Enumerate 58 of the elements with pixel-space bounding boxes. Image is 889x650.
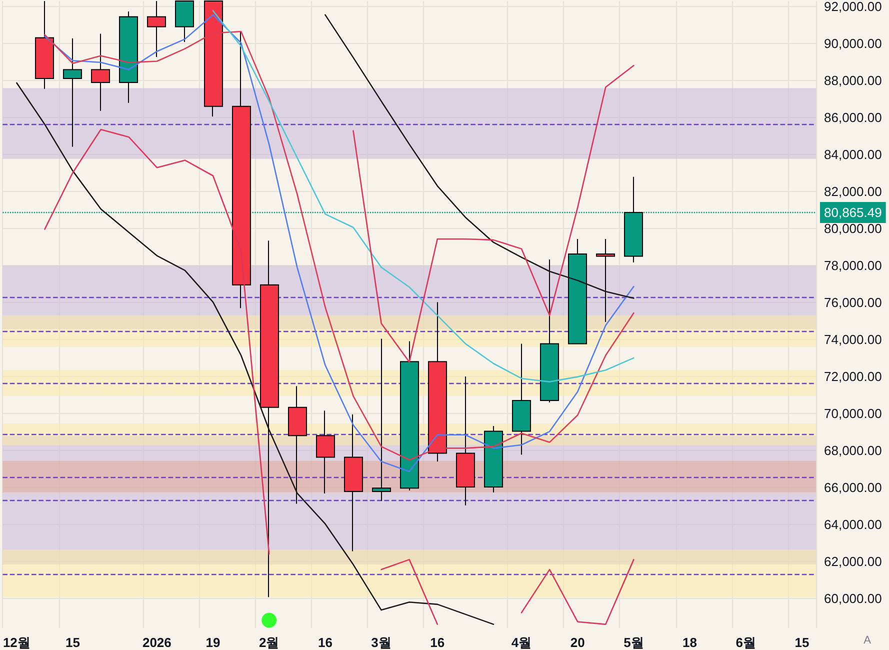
candlestick (456, 376, 475, 506)
text: A (864, 634, 872, 646)
y-tick-label: 86,000.00 (824, 110, 882, 125)
candlestick (288, 386, 307, 504)
y-tick-label: 60,000.00 (824, 590, 882, 606)
y-tick-label: 64,000.00 (824, 516, 882, 532)
candlestick (344, 414, 363, 552)
y-tick-label: 76,000.00 (824, 294, 882, 310)
x-tick-label: 4월 (511, 635, 532, 650)
y-tick-label: 66,000.00 (824, 480, 882, 495)
x-tick-label: 16 (318, 635, 332, 650)
line-series (16, 82, 494, 625)
candlestick (596, 238, 615, 323)
candlestick (232, 31, 251, 309)
x-tick-label: 3월 (371, 635, 392, 650)
x-tick-label: 16 (430, 635, 445, 650)
y-tick-label: 70,000.00 (824, 406, 882, 421)
x-tick-label: 5월 (624, 635, 644, 650)
candlestick (512, 343, 531, 456)
line-series (212, 10, 634, 382)
y-tick-label: 82,000.00 (824, 184, 882, 199)
candlestick (63, 38, 82, 148)
y-tick-label: 80,000.00 (824, 220, 882, 236)
y-tick-label: 62,000.00 (824, 554, 882, 569)
x-tick-label: 12월 (2, 635, 30, 650)
candlestick (400, 340, 419, 491)
x-tick-label: 19 (206, 635, 220, 650)
candlestick (260, 240, 279, 598)
x-tick-label: 15 (66, 635, 80, 650)
y-tick-label: 68,000.00 (824, 442, 882, 458)
candlestick (204, 0, 223, 118)
candlestick (316, 410, 335, 494)
candlestick (484, 426, 503, 493)
candlestick (35, 0, 54, 90)
candlestick (91, 33, 110, 112)
candlestick (428, 302, 447, 462)
x-tick-label: 6월 (736, 635, 756, 650)
x-tick-label: 2026 (142, 635, 172, 650)
candlestick (119, 10, 138, 104)
x-tick-label: 18 (682, 635, 698, 650)
y-tick-label: 78,000.00 (824, 258, 882, 273)
y-tick-label: 90,000.00 (824, 36, 882, 51)
ref-line-label: 80,865.49 (824, 204, 882, 220)
line-series (352, 64, 634, 363)
y-tick-label: 88,000.00 (824, 72, 882, 88)
y-tick-label: 74,000.00 (824, 332, 882, 347)
line-series (324, 14, 634, 299)
x-tick-label: 2월 (258, 635, 280, 650)
candlestick (175, 0, 194, 43)
candlestick (568, 238, 587, 344)
y-tick-label: 84,000.00 (824, 146, 882, 162)
x-tick-label: 15 (794, 635, 810, 650)
candlestick (372, 338, 391, 502)
x-tick-label: 20 (570, 635, 585, 650)
candlestick (147, 0, 166, 58)
candlestick (540, 259, 559, 403)
y-tick-label: 92,000.00 (824, 0, 882, 14)
y-tick-label: 72,000.00 (824, 368, 882, 384)
